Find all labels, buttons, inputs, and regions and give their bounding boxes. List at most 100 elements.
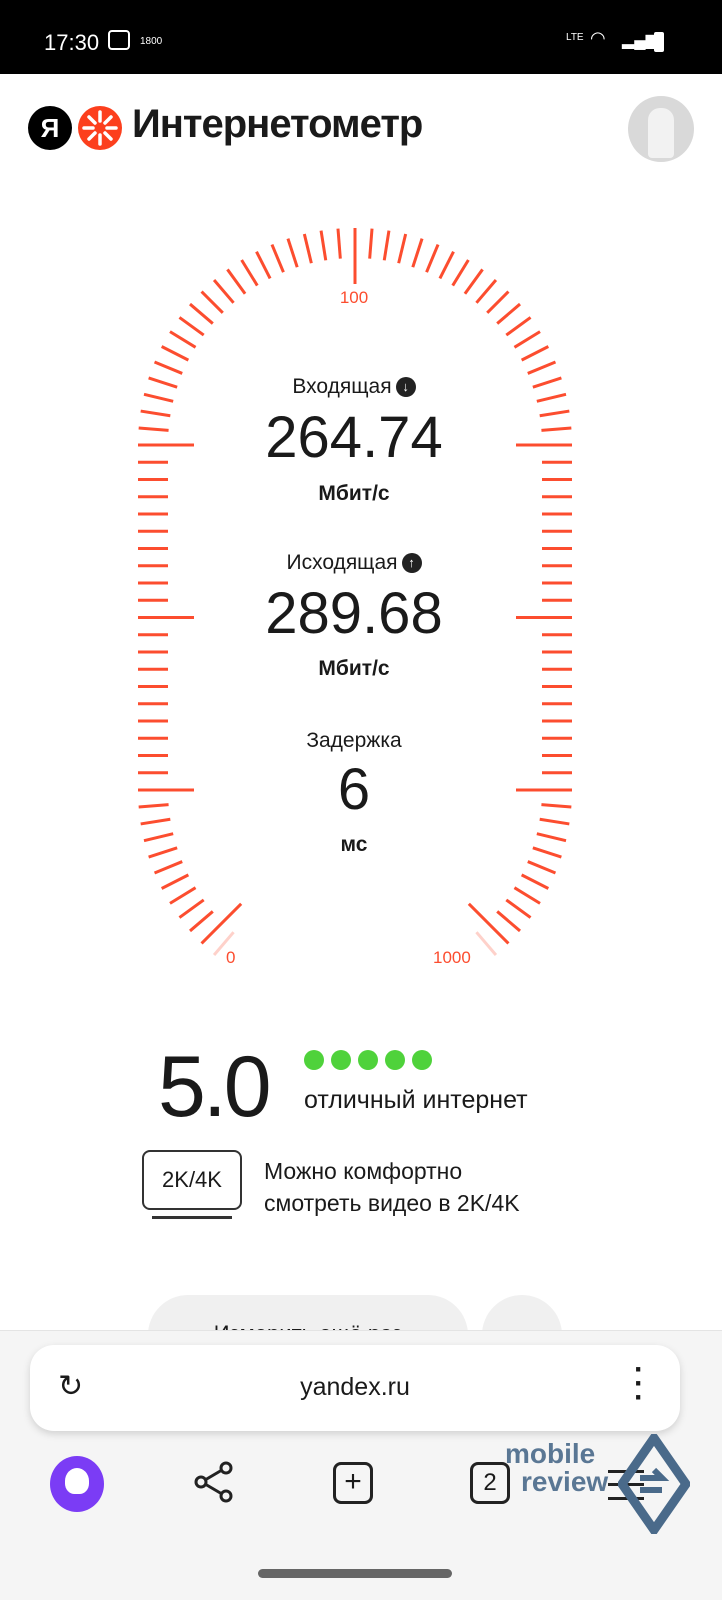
tv-icon: 2K/4K — [142, 1150, 242, 1220]
address-bar[interactable]: ↻ yandex.ru · · · — [30, 1345, 680, 1431]
battery-icon — [654, 32, 664, 52]
gauge-tick — [532, 376, 562, 389]
gauge-label-1000: 1000 — [433, 948, 471, 967]
rating-dot — [385, 1050, 405, 1070]
gauge-tick — [255, 250, 272, 280]
new-tab-button[interactable]: + — [333, 1462, 373, 1504]
watermark-line1: mobile — [505, 1438, 596, 1469]
gauge-tick — [200, 902, 243, 945]
gauge-tick — [160, 345, 190, 362]
gauge-tick — [270, 243, 285, 273]
more-menu-icon[interactable]: · · · — [634, 1353, 644, 1414]
rating-dots — [304, 1050, 432, 1070]
yandex-logo[interactable]: Я — [28, 106, 72, 150]
gauge-tick — [541, 803, 572, 809]
gauge-tick — [189, 910, 214, 933]
gauge-tick — [336, 228, 342, 259]
gauge-tick — [143, 832, 174, 843]
arrow-up-icon: ↑ — [401, 553, 422, 573]
gauge-tick — [411, 238, 424, 268]
avatar[interactable] — [628, 96, 694, 162]
arrow-down-icon: ↓ — [395, 377, 416, 397]
message-icon — [108, 30, 130, 50]
rating-verdict: отличный интернет — [304, 1086, 528, 1114]
gauge-tick — [467, 902, 510, 945]
gauge-tick — [148, 376, 178, 389]
alice-button[interactable] — [50, 1456, 104, 1512]
download-label-text: Входящая — [292, 375, 392, 398]
gauge-tick — [138, 803, 169, 809]
gauge-label-0: 0 — [226, 948, 236, 967]
latency-unit: мс — [340, 833, 368, 856]
gauge-tick — [527, 860, 557, 875]
gauge-label-100: 100 — [339, 288, 369, 307]
gauge-tick — [286, 238, 299, 268]
upload-unit: Мбит/с — [318, 657, 390, 680]
gauge-tick — [226, 268, 247, 295]
gauge-tick — [178, 316, 205, 337]
gauge-tick — [539, 817, 570, 826]
url-text[interactable]: yandex.ru — [300, 1373, 410, 1401]
watermark: mobile review — [505, 1440, 608, 1496]
gauge-tick — [520, 873, 550, 890]
gauge-tick — [382, 230, 391, 261]
signal-icon: ▂▄▆ — [622, 32, 658, 49]
gauge-tick — [539, 409, 570, 418]
upload-label-text: Исходящая — [286, 551, 398, 574]
gauge-tick — [302, 233, 313, 264]
gauge-tick — [541, 426, 572, 432]
gauge-tick — [140, 817, 171, 826]
network-badge: 1800 — [140, 36, 163, 47]
internetometer-logo-icon — [78, 106, 122, 150]
gauge-tick — [319, 230, 328, 261]
gauge-tick — [212, 279, 235, 304]
home-indicator[interactable] — [258, 1569, 452, 1578]
watermark-line2: review — [521, 1466, 609, 1497]
gauge-tick — [513, 886, 541, 905]
wifi-icon: ◠ — [590, 28, 606, 48]
tv-stand — [152, 1216, 232, 1219]
download-label: Входящая ↓ — [0, 375, 708, 399]
quality-text: Можно комфортно смотреть видео в 2K/4K — [264, 1155, 520, 1219]
gauge-tick — [153, 860, 183, 875]
gauge-tick — [513, 330, 541, 349]
gauge-tick — [520, 345, 550, 362]
quality-badge: 2K/4K — [142, 1150, 242, 1210]
page-title: Интернетометр — [132, 102, 423, 146]
clock: 17:30 — [44, 30, 100, 55]
upload-value: 289.68 — [265, 581, 443, 646]
gauge-tick — [178, 898, 205, 919]
gauge-tick — [368, 228, 374, 259]
gauge-tick — [475, 931, 498, 956]
upload-label: Исходящая ↑ — [0, 551, 708, 575]
quality-text-line2: смотреть видео в 2K/4K — [264, 1190, 520, 1216]
gauge-tick — [486, 290, 510, 314]
status-bar: 17:30 1800 LTE ◠ ▂▄▆ — [0, 0, 722, 74]
rating-dot — [412, 1050, 432, 1070]
gauge-tick — [140, 409, 171, 418]
gauge-tick — [505, 898, 532, 919]
latency-label: Задержка — [306, 729, 402, 752]
gauge-tick — [397, 233, 408, 264]
watermark-logo-icon — [618, 1434, 690, 1534]
gauge-tick — [189, 302, 214, 325]
download-unit: Мбит/с — [318, 482, 390, 505]
tabs-button[interactable]: 2 — [470, 1462, 510, 1504]
gauge-tick — [532, 846, 562, 859]
gauge-tick — [438, 250, 455, 280]
gauge-tick — [153, 360, 183, 375]
rating-dot — [358, 1050, 378, 1070]
quality-text-line1: Можно комфортно — [264, 1158, 463, 1184]
header: Я Интернетометр — [28, 96, 694, 162]
gauge-tick — [143, 392, 174, 403]
share-icon[interactable] — [192, 1460, 236, 1504]
gauge-tick — [212, 931, 235, 956]
gauge-tick — [536, 392, 567, 403]
volte-lte-icon: LTE — [566, 32, 584, 43]
rating-dot — [304, 1050, 324, 1070]
gauge-tick — [505, 316, 532, 337]
gauge-tick — [200, 290, 224, 314]
gauge-tick — [169, 330, 197, 349]
reload-icon[interactable]: ↻ — [58, 1370, 84, 1403]
gauge-tick — [425, 243, 440, 273]
